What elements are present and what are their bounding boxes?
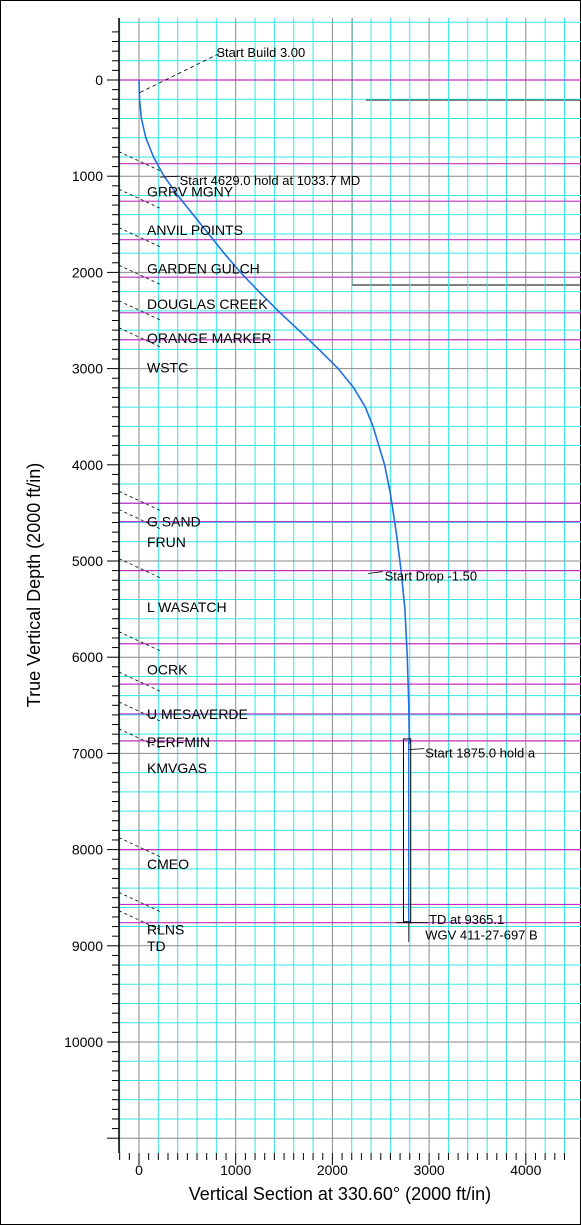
formation-label: L WASATCH bbox=[147, 599, 227, 615]
y-tick-label: 10000 bbox=[64, 1034, 103, 1050]
y-tick-label: 2000 bbox=[72, 264, 103, 280]
formation-label: KMVGAS bbox=[147, 760, 207, 776]
annotation-label: Start 4629.0 hold at 1033.7 MD bbox=[180, 173, 361, 188]
formation-tick bbox=[118, 892, 163, 913]
y-tick-label: 9000 bbox=[72, 938, 103, 954]
y-tick-label: 5000 bbox=[72, 553, 103, 569]
annotation-leader bbox=[139, 50, 225, 93]
inset-box bbox=[351, 18, 581, 286]
formation-tick bbox=[118, 837, 163, 858]
formation-labels: GRRV MGNY ANVIL POINTS GARDEN GULCH DOUGLAS… bbox=[147, 184, 271, 954]
formation-ticks bbox=[118, 151, 163, 932]
y-tick-label: 3000 bbox=[72, 361, 103, 377]
casing-rect bbox=[402, 738, 412, 923]
formation-label: G SAND bbox=[147, 514, 201, 530]
formation-tick bbox=[118, 188, 163, 210]
formation-label: ANVIL POINTS bbox=[147, 222, 243, 238]
x-tick-label: 2000 bbox=[317, 1162, 348, 1178]
annotation-leader bbox=[408, 748, 425, 750]
y-tick-label: 4000 bbox=[72, 457, 103, 473]
formation-tick bbox=[118, 728, 163, 750]
y-tick-label: 0 bbox=[95, 72, 103, 88]
casing-box bbox=[402, 738, 412, 923]
series bbox=[138, 79, 411, 744]
y-tick-label: 1000 bbox=[72, 168, 103, 184]
formation-tick bbox=[118, 701, 163, 723]
formation-tick bbox=[118, 558, 163, 579]
formation-tick bbox=[118, 671, 163, 693]
y-axis: 0 1000 2000 3000 4000 5000 6000 7000 8000 9000 100… bbox=[64, 31, 119, 1139]
y-tick-label: 8000 bbox=[72, 842, 103, 858]
annotation-leader bbox=[368, 571, 383, 574]
formation-label: GRRV MGNY bbox=[147, 184, 234, 200]
formation-tick bbox=[118, 910, 163, 932]
formation-label: WSTC bbox=[147, 360, 188, 376]
y-axis-title: True Vertical Depth (2000 ft/in) bbox=[24, 463, 44, 707]
x-tick-label: 3000 bbox=[414, 1162, 445, 1178]
x-axis-title: Vertical Section at 330.60° (2000 ft/in) bbox=[189, 1184, 491, 1204]
formation-label: ORANGE MARKER bbox=[147, 330, 271, 346]
y-tick-label: 6000 bbox=[72, 649, 103, 665]
formation-label: CMEO bbox=[147, 856, 189, 872]
formation-tick bbox=[118, 490, 163, 512]
well-path-line bbox=[138, 79, 411, 744]
formation-tick bbox=[118, 327, 163, 349]
y-tick-label: 7000 bbox=[72, 745, 103, 761]
formation-label: RLNS bbox=[147, 921, 184, 937]
annotation-label: Start Build 3.00 bbox=[216, 45, 305, 60]
annotation-label: Start 1875.0 hold a bbox=[425, 745, 536, 760]
annotation-label: WGV 411-27-697 B bbox=[425, 927, 537, 942]
formation-label: DOUGLAS CREEK bbox=[147, 296, 268, 312]
formation-tick bbox=[118, 264, 163, 286]
x-tick-label: 0 bbox=[135, 1162, 143, 1178]
formation-label: GARDEN GULCH bbox=[147, 261, 260, 277]
formation-tick bbox=[118, 509, 163, 530]
formation-label: FRUN bbox=[147, 534, 186, 550]
x-tick-label: 1000 bbox=[220, 1162, 251, 1178]
formation-tick bbox=[118, 631, 163, 653]
formation-label: OCRK bbox=[147, 662, 188, 678]
formation-tick bbox=[118, 227, 163, 249]
formation-tick bbox=[118, 300, 163, 322]
formation-tick bbox=[118, 151, 163, 173]
formation-label: PERFMIN bbox=[147, 734, 210, 750]
annotation-label: Start Drop -1.50 bbox=[385, 568, 478, 583]
annotations: Start Build 3.00 Start 4629.0 hold at 103… bbox=[139, 45, 538, 942]
x-tick-label: 4000 bbox=[510, 1162, 541, 1178]
formation-label: TD bbox=[147, 938, 166, 954]
annotation-leader bbox=[160, 175, 180, 178]
x-axis: 0 1000 2000 3000 4000 bbox=[119, 1153, 565, 1178]
formation-label: U MESAVERDE bbox=[147, 706, 248, 722]
formation-lines bbox=[119, 79, 581, 924]
annotation-label: TD at 9365.1 bbox=[429, 912, 504, 927]
